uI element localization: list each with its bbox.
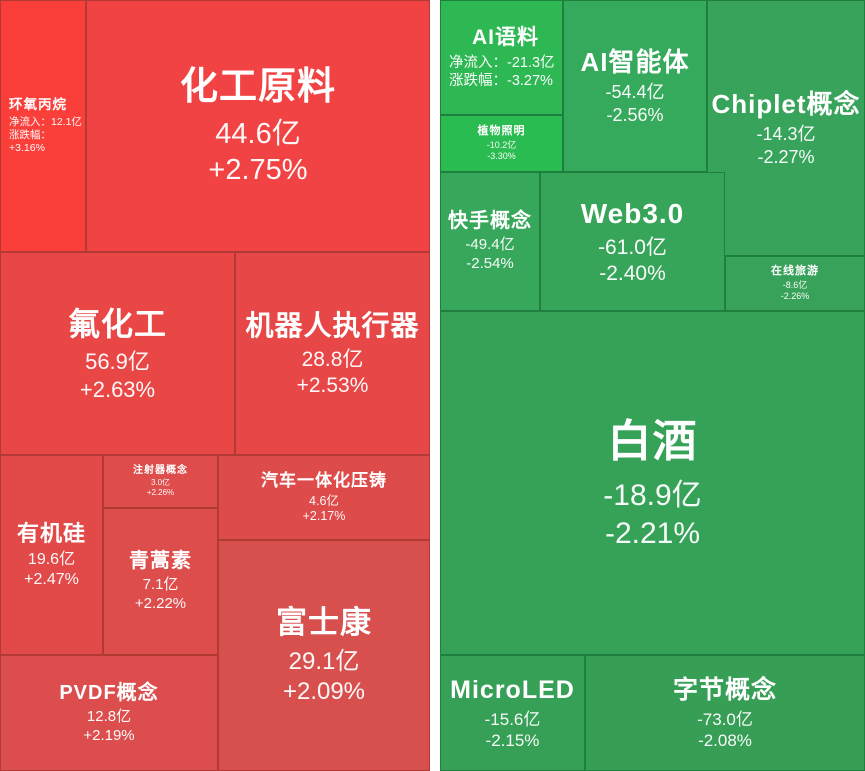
tile-web3[interactable]: Web3.0 -61.0亿 -2.40% bbox=[540, 172, 725, 311]
sector-name: 机器人执行器 bbox=[245, 309, 420, 341]
change-pct: -2.40% bbox=[599, 262, 666, 285]
change-pct: +2.09% bbox=[282, 677, 366, 705]
net-inflow: -15.6亿 bbox=[484, 709, 541, 729]
tile-artemisinin[interactable]: 青蒿素 7.1亿 +2.22% bbox=[103, 508, 218, 655]
sector-name: 注射器概念 bbox=[133, 464, 188, 476]
net-inflow: 28.8亿 bbox=[301, 347, 364, 371]
change-pct: -2.27% bbox=[757, 146, 815, 167]
change-pct: +2.19% bbox=[83, 726, 135, 744]
sector-name: 青蒿素 bbox=[129, 550, 192, 573]
tile-fluorochemical[interactable]: 氟化工 56.9亿 +2.63% bbox=[0, 252, 235, 455]
change-line: 涨跌幅：+3.16% bbox=[9, 128, 51, 154]
tile-chemical-raw-materials[interactable]: 化工原料 44.6亿 +2.75% bbox=[86, 0, 430, 252]
change-pct: +2.47% bbox=[24, 570, 79, 588]
tile-ai-agent[interactable]: AI智能体 -54.4亿 -2.56% bbox=[563, 0, 707, 172]
sector-name: 环氧丙烷 bbox=[9, 96, 67, 112]
tile-kuaishou-concept[interactable]: 快手概念 -49.4亿 -2.54% bbox=[440, 172, 540, 311]
net-inflow: -61.0亿 bbox=[598, 235, 667, 259]
tile-chiplet-concept[interactable]: Chiplet概念 -14.3亿 -2.27% bbox=[707, 0, 865, 256]
net-inflow: -14.3亿 bbox=[756, 124, 816, 145]
tile-auto-die-casting[interactable]: 汽车一体化压铸 4.6亿 +2.17% bbox=[218, 455, 430, 540]
net-inflow: 12.8亿 bbox=[86, 707, 132, 725]
change-pct: -2.15% bbox=[485, 731, 540, 751]
tile-syringe-concept[interactable]: 注射器概念 3.0亿 +2.26% bbox=[103, 455, 218, 508]
tile-organosilicon[interactable]: 有机硅 19.6亿 +2.47% bbox=[0, 455, 103, 655]
tile-foxconn[interactable]: 富士康 29.1亿 +2.09% bbox=[218, 540, 430, 771]
sector-name: 有机硅 bbox=[16, 521, 86, 547]
change-pct: -2.21% bbox=[604, 516, 701, 550]
net-inflow: 19.6亿 bbox=[27, 550, 76, 568]
net-inflow: 29.1亿 bbox=[288, 647, 360, 675]
net-inflow: 7.1亿 bbox=[142, 576, 179, 594]
net-inflow: 56.9亿 bbox=[85, 349, 150, 374]
tile-plant-lighting[interactable]: 植物照明 -10.2亿 -3.30% bbox=[440, 115, 563, 172]
sector-name: Chiplet概念 bbox=[711, 88, 861, 119]
sector-name: 富士康 bbox=[276, 605, 372, 641]
sector-name: 字节概念 bbox=[672, 675, 777, 704]
net-inflow: -10.2亿 bbox=[486, 139, 517, 150]
net-inflow: 4.6亿 bbox=[309, 493, 339, 508]
tile-microled[interactable]: MicroLED -15.6亿 -2.15% bbox=[440, 655, 585, 771]
sector-name: 氟化工 bbox=[67, 306, 167, 342]
sector-name: MicroLED bbox=[450, 675, 575, 704]
change-pct: +2.63% bbox=[79, 376, 156, 402]
sector-name: AI智能体 bbox=[580, 46, 690, 77]
tile-pvdf-concept[interactable]: PVDF概念 12.8亿 +2.19% bbox=[0, 655, 218, 771]
change-pct: -2.08% bbox=[698, 731, 752, 751]
tile-robot-actuator[interactable]: 机器人执行器 28.8亿 +2.53% bbox=[235, 252, 430, 455]
change-pct: +2.75% bbox=[208, 153, 308, 186]
change-pct: -2.56% bbox=[606, 104, 664, 125]
change-pct: -2.26% bbox=[780, 290, 810, 301]
net-inflow: -54.4亿 bbox=[605, 82, 665, 103]
net-inflow: -8.6亿 bbox=[782, 279, 808, 290]
tile-ai-corpus[interactable]: AI语料 净流入：-21.3亿 涨跌幅：-3.27% bbox=[440, 0, 563, 115]
sector-name: PVDF概念 bbox=[59, 681, 159, 704]
change-pct: +2.22% bbox=[134, 595, 187, 612]
sector-name: 植物照明 bbox=[477, 124, 526, 137]
net-inflow: -18.9亿 bbox=[603, 479, 702, 512]
net-inflow-line: 净流入：-21.3亿 bbox=[449, 55, 555, 71]
tile-byte-concept[interactable]: 字节概念 -73.0亿 -2.08% bbox=[585, 655, 865, 771]
net-inflow: 3.0亿 bbox=[150, 478, 171, 488]
sector-name: 化工原料 bbox=[179, 66, 336, 108]
sector-name: 在线旅游 bbox=[771, 264, 819, 277]
tile-online-travel[interactable]: 在线旅游 -8.6亿 -2.26% bbox=[725, 256, 865, 311]
change-pct: +2.26% bbox=[146, 488, 175, 498]
sector-name: 快手概念 bbox=[448, 210, 532, 233]
change-pct: -2.54% bbox=[466, 255, 514, 272]
tile-baijiu[interactable]: 白酒 -18.9亿 -2.21% bbox=[440, 311, 865, 655]
sector-name: 汽车一体化压铸 bbox=[261, 471, 387, 491]
change-pct: +2.17% bbox=[302, 509, 346, 524]
sector-name: 白酒 bbox=[607, 417, 698, 466]
net-inflow: 44.6亿 bbox=[215, 117, 301, 150]
change-pct: -3.30% bbox=[487, 150, 516, 161]
change-pct: +2.53% bbox=[296, 374, 369, 397]
sector-name: Web3.0 bbox=[580, 197, 685, 229]
net-inflow: -73.0亿 bbox=[697, 709, 753, 729]
net-inflow-line: 净流入：12.1亿 bbox=[9, 115, 82, 128]
net-inflow: -49.4亿 bbox=[465, 236, 515, 254]
sector-name: AI语料 bbox=[472, 25, 539, 49]
change-line: 涨跌幅：-3.27% bbox=[449, 73, 553, 90]
tile-epoxy-propane[interactable]: 环氧丙烷 净流入：12.1亿 涨跌幅：+3.16% bbox=[0, 0, 86, 252]
